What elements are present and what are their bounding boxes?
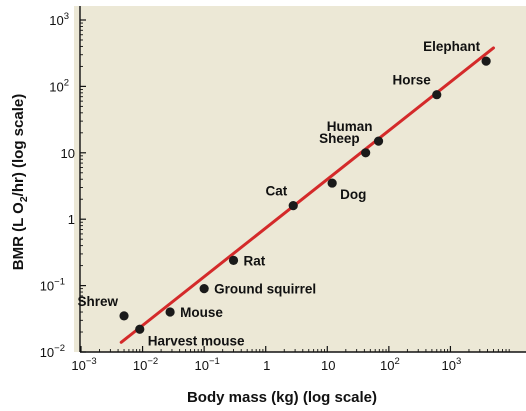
point-label: Rat [244, 253, 266, 268]
data-point [361, 148, 371, 158]
x-tick-label: 10 [321, 358, 335, 373]
x-tick-label: 102 [380, 356, 400, 373]
x-axis-title: Body mass (kg) (log scale) [187, 389, 377, 406]
plot-background [74, 6, 526, 352]
x-tick-label: 10−3 [71, 356, 96, 373]
fit-line-layer [119, 46, 495, 344]
fit-line [119, 46, 495, 344]
point-label: Sheep [319, 131, 360, 146]
point-labels-layer: Shrew Harvest mouse Mouse Ground squirrel Ra… [78, 39, 481, 348]
data-point [432, 90, 442, 100]
point-label: Elephant [423, 39, 481, 54]
x-tick-label: 103 [442, 356, 462, 373]
x-tick-label: 10−1 [194, 356, 219, 373]
data-point [373, 136, 384, 146]
y-tick-label: 10−1 [40, 277, 65, 294]
data-points-layer [119, 56, 491, 334]
data-point [199, 284, 209, 294]
data-point [228, 255, 239, 265]
y-tick-label: 10 [61, 146, 75, 161]
point-label: Cat [265, 184, 287, 199]
y-axis-title: BMR (L O2/hr) (log scale) [10, 94, 30, 270]
data-point [288, 201, 298, 211]
x-tick-label: 1 [263, 358, 270, 373]
point-label: Harvest mouse [148, 333, 245, 348]
data-point [165, 307, 175, 317]
data-point [327, 178, 337, 188]
point-label: Dog [340, 187, 366, 202]
point-label: Mouse [180, 305, 223, 320]
y-tick-label: 1 [68, 212, 75, 227]
point-label: Ground squirrel [214, 282, 316, 297]
x-tick-label: 10−2 [133, 356, 158, 373]
data-point [135, 324, 145, 334]
y-tick-label: 102 [49, 77, 69, 94]
data-point [119, 311, 129, 321]
point-label: Human [327, 119, 373, 134]
y-tick-label: 10−2 [40, 343, 65, 360]
y-tick-label: 103 [49, 11, 69, 28]
data-point [481, 56, 491, 66]
axes-layer: 10−3 10−2 10−1 1 10 102 103 10−2 10−1 1 10 102 103 [40, 6, 526, 373]
point-label: Shrew [78, 294, 119, 309]
point-label: Horse [393, 73, 432, 88]
